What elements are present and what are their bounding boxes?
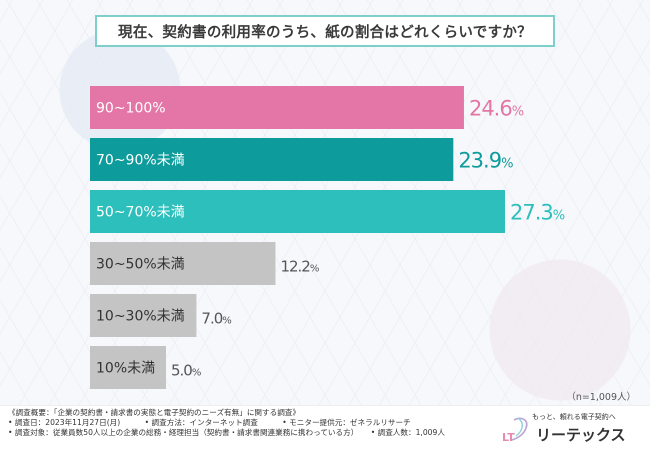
value-label-4: 7.0% bbox=[201, 310, 231, 328]
category-label-5: 10%未満 bbox=[96, 361, 155, 377]
bar-1 bbox=[90, 138, 454, 181]
survey-title: 《調査概要：「企業の契約書・請求書の実態と電子契約のニーズ有無」に関する調査》 bbox=[8, 408, 300, 417]
brand-tagline: もっと、頼れる電子契約へ bbox=[532, 413, 616, 421]
category-label-0: 90~100% bbox=[96, 101, 166, 117]
bar-0 bbox=[90, 86, 464, 129]
survey-provider: • モニター提供元：ゼネラルリサーチ bbox=[282, 418, 411, 427]
value-label-0: 24.6% bbox=[469, 97, 524, 121]
survey-method: • 調査方法：インターネット調査 bbox=[144, 418, 258, 427]
survey-overview: 《調査概要：「企業の契約書・請求書の実態と電子契約のニーズ有無」に関する調査》 … bbox=[8, 408, 508, 438]
category-label-2: 50~70%未満 bbox=[96, 205, 185, 221]
category-label-4: 10~30%未満 bbox=[96, 309, 185, 325]
value-label-2: 27.3% bbox=[510, 201, 565, 225]
category-label-3: 30~50%未満 bbox=[96, 257, 185, 273]
category-label-1: 70~90%未満 bbox=[96, 153, 185, 169]
bar-5 bbox=[90, 346, 167, 389]
bar-3 bbox=[90, 242, 276, 285]
survey-target: • 調査対象：従業員数50人以上の企業の総務・経理担当（契約書・請求書関連業務に… bbox=[8, 428, 359, 437]
bar-4 bbox=[90, 294, 197, 337]
chart-title: 現在、契約書の利用率のうち、紙の割合はどれくらいですか？ bbox=[95, 15, 555, 47]
sample-size-note: （n=1,009人） bbox=[566, 392, 636, 403]
brand-block: LT もっと、頼れる電子契約へ リーテックス bbox=[500, 410, 640, 448]
survey-date: • 調査日：2023年11月27日(月) bbox=[8, 418, 121, 427]
value-label-5: 5.0% bbox=[171, 362, 201, 380]
bar-chart: 90~100% 24.6% 70~90%未満 23.9% 50~70%未満 27.3% 30… bbox=[90, 86, 565, 389]
survey-count: • 調査人数：1,009人 bbox=[370, 428, 445, 437]
value-label-3: 12.2% bbox=[280, 258, 319, 276]
bar-2 bbox=[90, 190, 505, 233]
brand-logo-text: LT bbox=[502, 431, 515, 444]
brand-logo-icon: LT bbox=[502, 417, 528, 444]
brand-name: リーテックス bbox=[536, 426, 626, 444]
footer: 《調査概要：「企業の契約書・請求書の実態と電子契約のニーズ有無」に関する調査》 … bbox=[0, 405, 650, 451]
value-label-1: 23.9% bbox=[458, 149, 513, 173]
chart-title-text: 現在、契約書の利用率のうち、紙の割合はどれくらいですか？ bbox=[118, 24, 532, 41]
